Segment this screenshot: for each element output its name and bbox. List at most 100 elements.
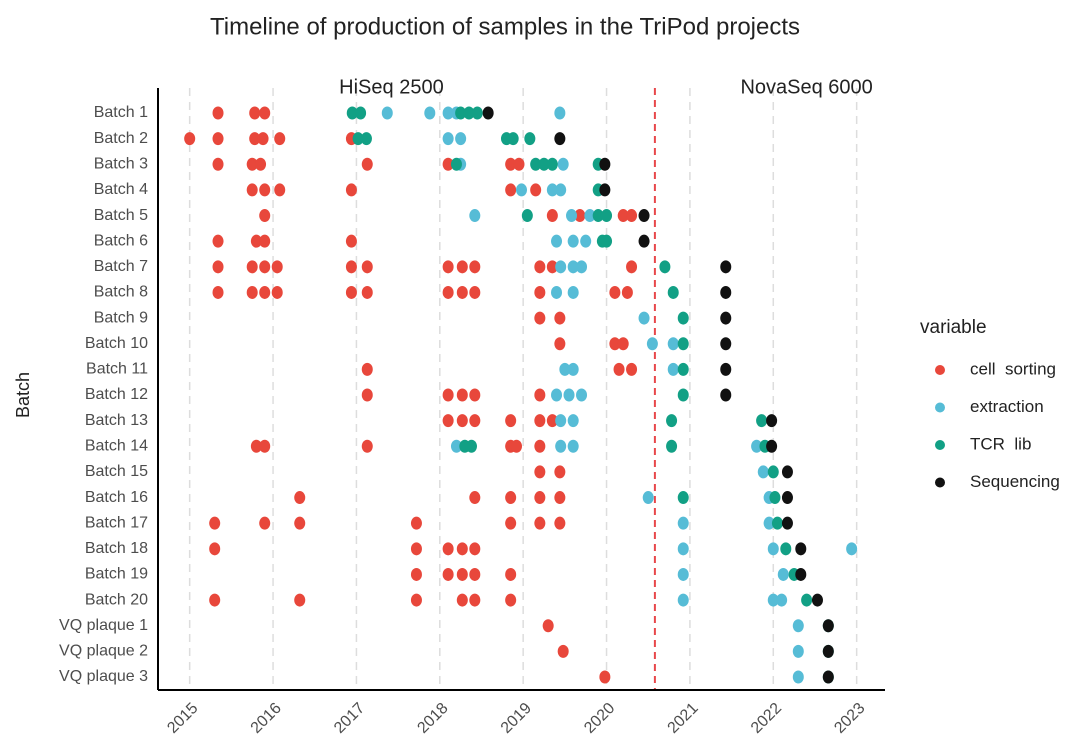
point [424, 106, 436, 120]
point [557, 157, 569, 171]
point [777, 567, 789, 581]
point [666, 439, 678, 453]
point [469, 567, 481, 581]
point [534, 516, 546, 530]
point [510, 439, 522, 453]
x-tick-label: 2018 [414, 700, 451, 737]
point [781, 491, 793, 505]
point [361, 388, 373, 402]
point [534, 465, 546, 479]
point [442, 542, 454, 556]
point [822, 644, 834, 658]
point [677, 567, 689, 581]
point [250, 439, 262, 453]
point [410, 542, 422, 556]
point [455, 132, 467, 146]
x-tick-label: 2022 [748, 700, 785, 737]
point [551, 285, 563, 299]
point [542, 619, 554, 633]
point [361, 285, 373, 299]
x-tick-label: 2023 [831, 700, 868, 737]
point [576, 388, 588, 402]
point [557, 644, 569, 658]
point [767, 593, 779, 607]
legend-marker [935, 440, 945, 450]
point [554, 465, 566, 479]
point [469, 285, 481, 299]
point [410, 567, 422, 581]
point [720, 388, 732, 402]
point [757, 465, 769, 479]
point [381, 106, 393, 120]
point [507, 132, 519, 146]
y-tick-label: Batch 7 [94, 258, 148, 275]
point [455, 106, 467, 120]
point [554, 106, 566, 120]
point [259, 106, 271, 120]
point [361, 260, 373, 274]
y-tick-label: Batch 14 [85, 437, 148, 454]
point [601, 209, 613, 223]
point [566, 209, 578, 223]
x-tick-label: 2015 [164, 700, 201, 737]
point [524, 132, 536, 146]
y-tick-label: Batch 6 [94, 232, 148, 249]
y-tick-label: VQ plaque 1 [59, 617, 148, 634]
point [601, 234, 613, 248]
point [771, 516, 783, 530]
point [677, 337, 689, 351]
legend-marker [935, 477, 945, 488]
point [345, 260, 357, 274]
point [792, 644, 804, 658]
point [294, 491, 306, 505]
point [554, 516, 566, 530]
point [352, 132, 364, 146]
point [469, 414, 481, 428]
y-tick-label: Batch 9 [94, 309, 148, 326]
x-tick-label: 2020 [581, 700, 618, 737]
point [259, 285, 271, 299]
point [294, 593, 306, 607]
point [456, 567, 468, 581]
point [792, 670, 804, 684]
point [271, 260, 283, 274]
point [555, 439, 567, 453]
point [567, 362, 579, 376]
point [294, 516, 306, 530]
point [677, 362, 689, 376]
point [246, 260, 258, 274]
y-tick-label: Batch 5 [94, 207, 148, 224]
y-tick-label: Batch 15 [85, 463, 148, 480]
point [626, 209, 638, 223]
point [626, 362, 638, 376]
legend-label: cell sorting [970, 359, 1056, 378]
point [822, 670, 834, 684]
point [795, 542, 807, 556]
y-tick-label: Batch 4 [94, 181, 148, 198]
point [776, 593, 788, 607]
x-tick-label: 2019 [498, 700, 535, 737]
point [505, 567, 517, 581]
point [469, 388, 481, 402]
point [667, 285, 679, 299]
point [209, 542, 221, 556]
point [345, 285, 357, 299]
point [442, 157, 454, 171]
x-tick-label: 2021 [665, 700, 702, 737]
point [246, 285, 258, 299]
y-tick-label: VQ plaque 2 [59, 643, 148, 660]
point [442, 567, 454, 581]
point [212, 285, 224, 299]
point [505, 157, 517, 171]
y-axis-label: Batch [13, 372, 33, 418]
point [361, 157, 373, 171]
point [559, 362, 571, 376]
point [212, 157, 224, 171]
point [554, 132, 566, 146]
point [456, 542, 468, 556]
point [534, 491, 546, 505]
point [209, 516, 221, 530]
point [580, 234, 592, 248]
point [720, 260, 732, 274]
point [360, 132, 372, 146]
